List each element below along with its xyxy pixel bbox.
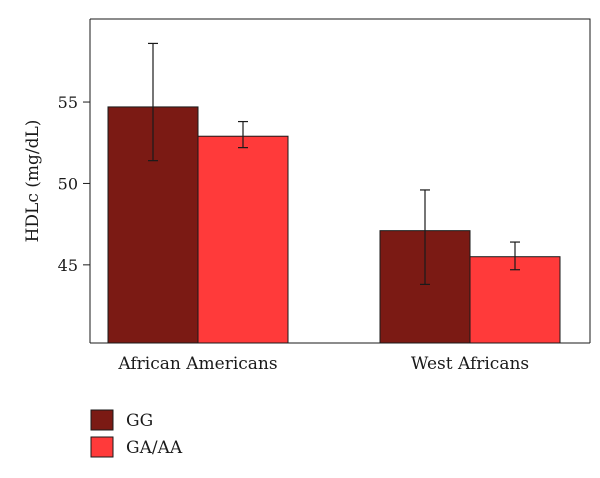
x-tick-label: African Americans [117,354,277,374]
error-bar [238,120,248,149]
legend-label: GG [126,411,153,431]
x-tick-labels: African Americans West Africans [117,354,529,374]
y-ticks: 45 50 55 [58,93,90,275]
legend-item: GA/AA [90,436,183,458]
error-bars [148,42,520,285]
error-bar [510,241,520,271]
x-tick-label: West Africans [411,354,529,374]
legend-swatch [90,409,114,431]
legend: GG GA/AA [90,409,183,458]
legend-swatch [90,436,114,458]
y-axis-label: HDLc (mg/dL) [23,120,43,243]
bars [107,106,561,344]
legend-label: GA/AA [126,438,183,458]
plot-frame [90,18,591,343]
y-tick-label: 45 [58,256,78,275]
y-tick-label: 50 [58,174,78,193]
error-bar [148,42,158,162]
bar-ga-aa-african-americans [197,135,289,344]
legend-item: GG [90,409,153,431]
bar-ga-aa-west-africans [469,256,561,344]
y-tick-label: 55 [58,93,78,112]
error-bar [420,189,430,285]
